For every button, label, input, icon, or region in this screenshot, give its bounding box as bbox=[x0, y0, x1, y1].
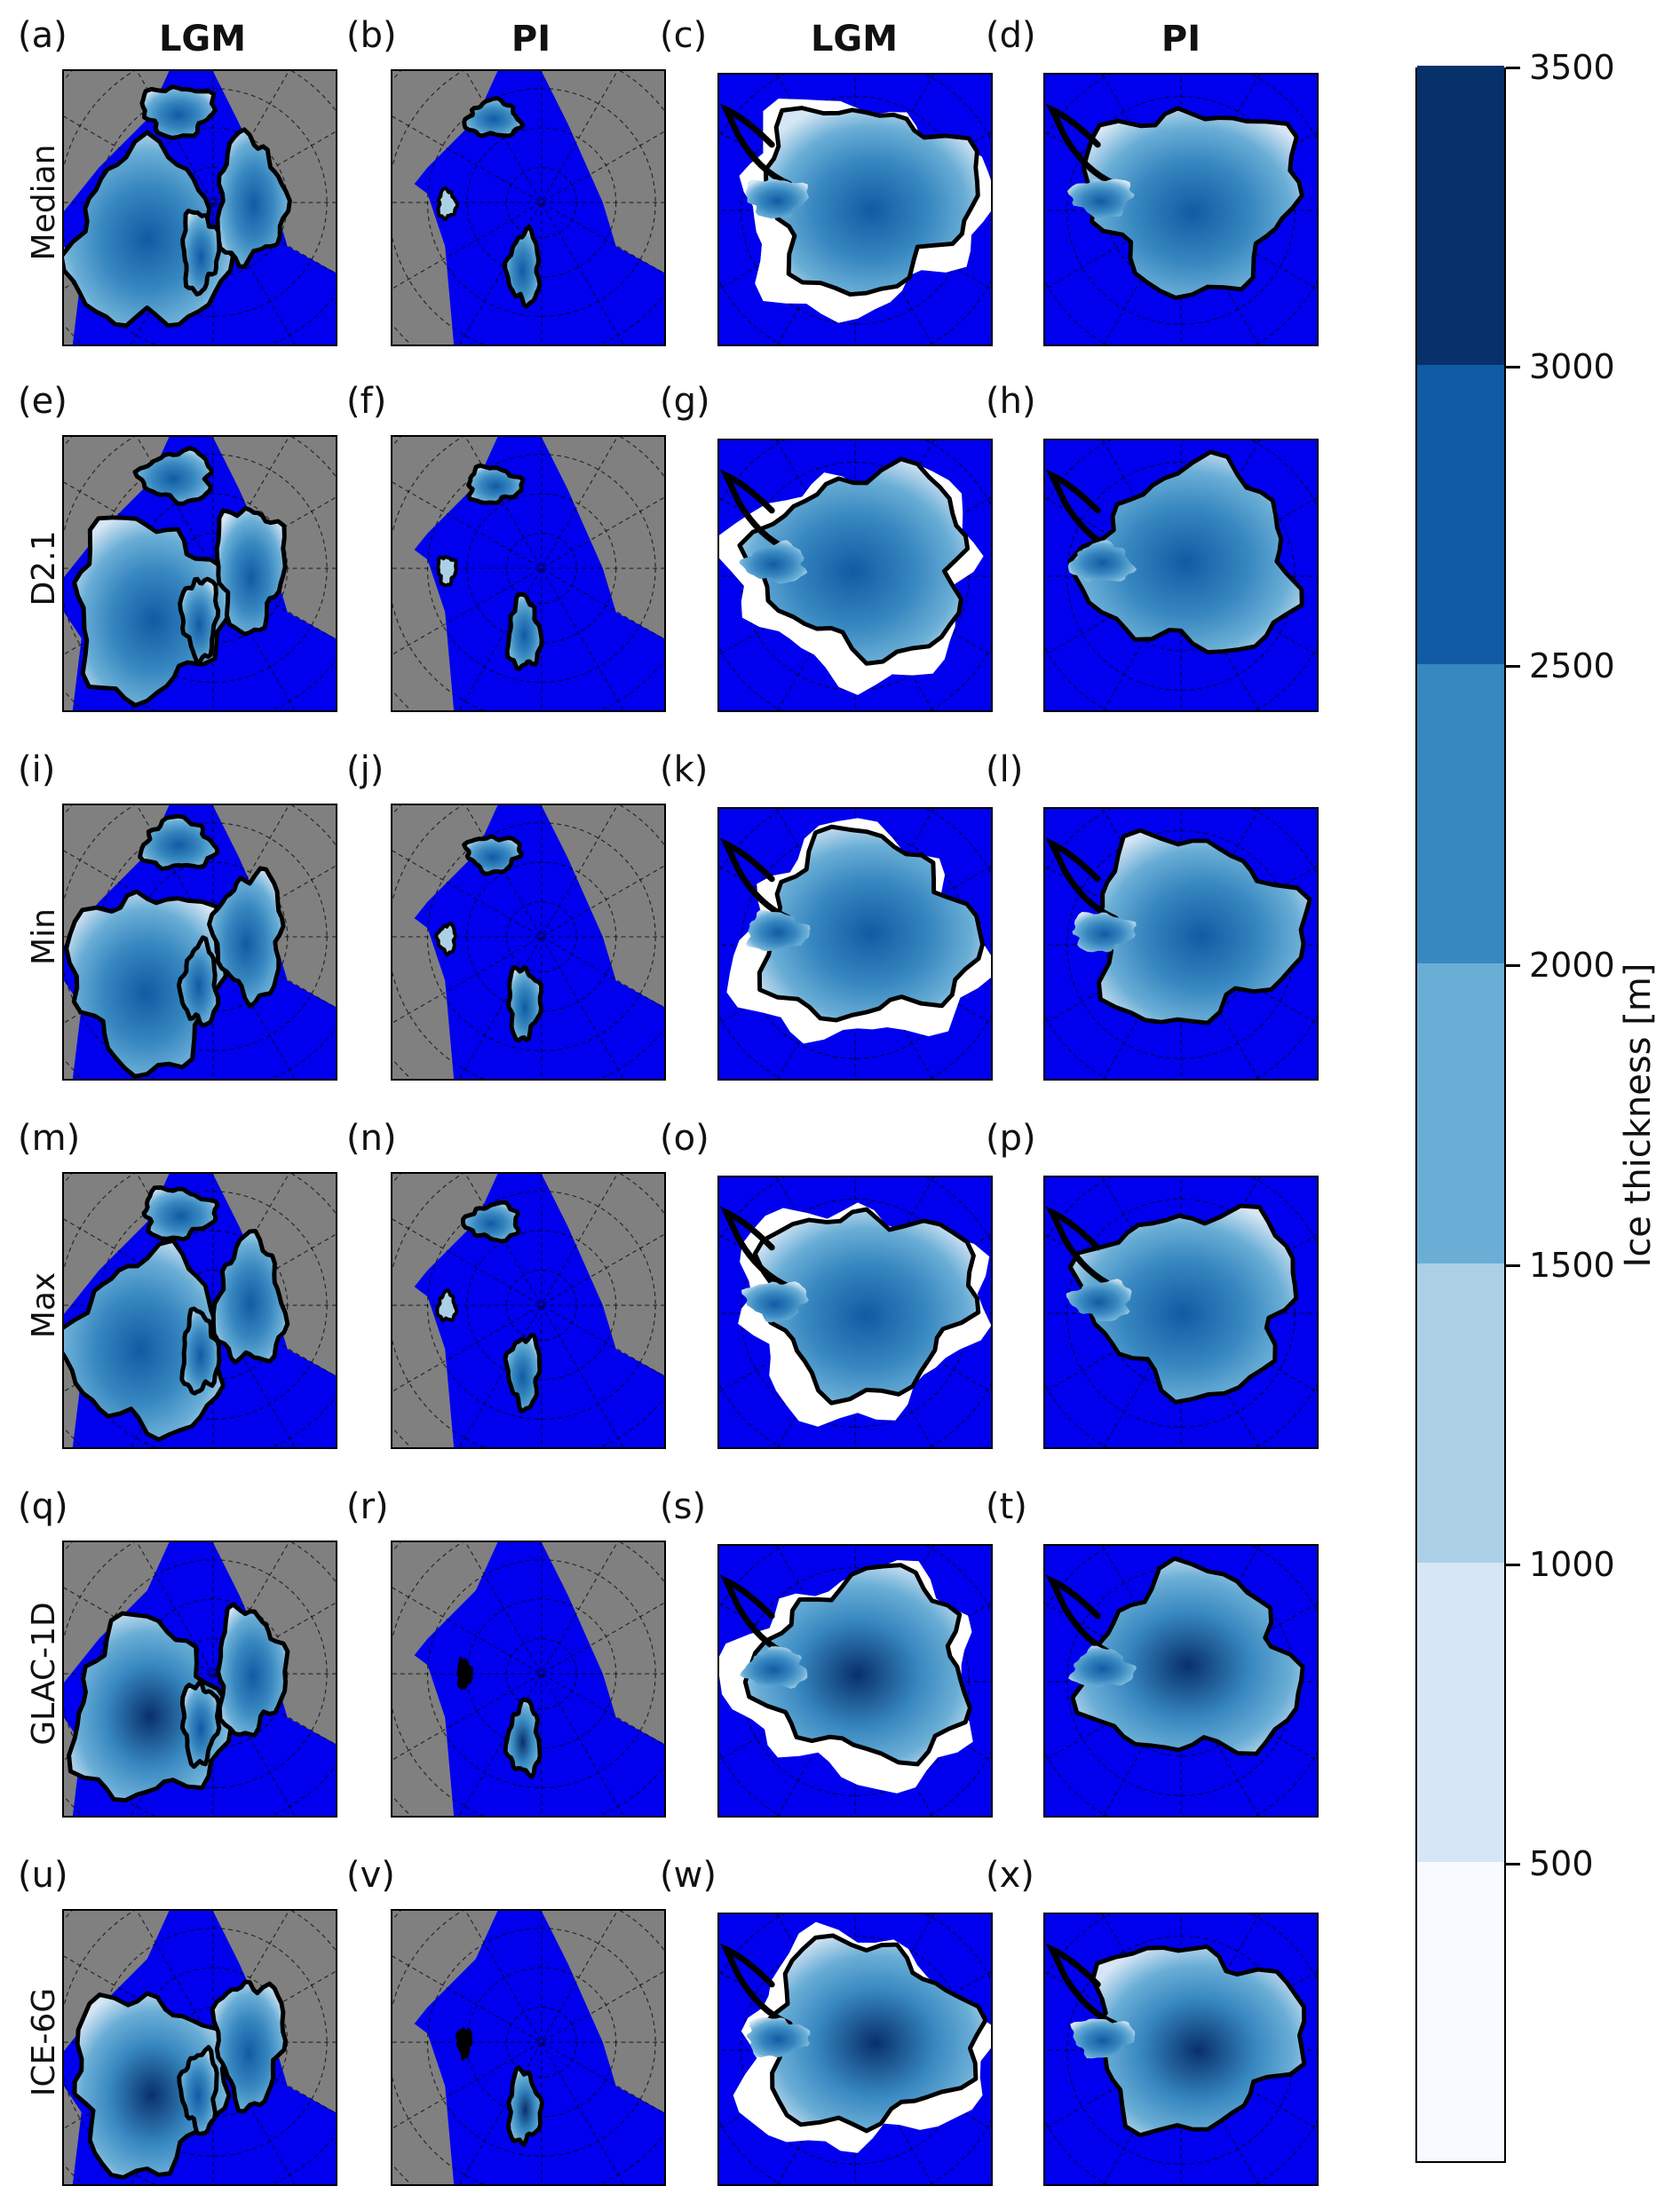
northern-hemisphere-map-median-lgm bbox=[62, 69, 337, 346]
colorbar-segment bbox=[1417, 66, 1504, 366]
northern-hemisphere-map-min-pi bbox=[391, 804, 666, 1081]
colorbar-segment bbox=[1417, 1263, 1504, 1563]
northern-hemisphere-map-median-pi bbox=[391, 69, 666, 346]
antarctica-map-d2-1-lgm bbox=[717, 439, 993, 712]
column-header-2: LGM bbox=[810, 19, 899, 59]
northern-hemisphere-map-glac-1d-lgm bbox=[62, 1541, 337, 1818]
colorbar-tick-label: 1000 bbox=[1529, 1544, 1615, 1584]
colorbar-segment bbox=[1417, 1562, 1504, 1862]
panel-label: (q) bbox=[18, 1486, 68, 1527]
panel-label: (c) bbox=[660, 15, 708, 56]
colorbar-tick-label: 500 bbox=[1529, 1843, 1594, 1883]
panel-label: (f) bbox=[346, 381, 387, 422]
antarctica-map-ice-6g-pi bbox=[1043, 1913, 1319, 2186]
row-label-1: D2.1 bbox=[26, 530, 62, 606]
panel-label: (n) bbox=[346, 1118, 397, 1159]
colorbar-tick-label: 2500 bbox=[1529, 646, 1615, 686]
colorbar-tick-mark bbox=[1506, 366, 1520, 369]
colorbar-tick-label: 1500 bbox=[1529, 1245, 1615, 1285]
row-label-3: Max bbox=[26, 1271, 62, 1339]
colorbar-tick-label: 3000 bbox=[1529, 347, 1615, 387]
row-label-2: Min bbox=[26, 908, 62, 965]
northern-hemisphere-map-min-lgm bbox=[62, 804, 337, 1081]
northern-hemisphere-map-glac-1d-pi bbox=[391, 1541, 666, 1818]
antarctica-map-median-lgm bbox=[717, 73, 993, 346]
column-header-1: PI bbox=[511, 19, 551, 59]
panel-label: (d) bbox=[986, 15, 1036, 56]
panel-label: (w) bbox=[660, 1855, 717, 1896]
panel-label: (r) bbox=[346, 1486, 389, 1527]
northern-hemisphere-map-max-lgm bbox=[62, 1172, 337, 1449]
colorbar-tick-mark bbox=[1506, 1862, 1520, 1865]
antarctica-map-glac-1d-lgm bbox=[717, 1544, 993, 1818]
colorbar-title: Ice thickness [m] bbox=[1618, 962, 1659, 1268]
colorbar-tick-label: 2000 bbox=[1529, 946, 1615, 986]
northern-hemisphere-map-max-pi bbox=[391, 1172, 666, 1449]
column-header-3: PI bbox=[1161, 19, 1201, 59]
row-label-0: Median bbox=[26, 144, 62, 261]
panel-label: (v) bbox=[346, 1855, 395, 1896]
panel-label: (p) bbox=[986, 1118, 1036, 1159]
panel-label: (s) bbox=[660, 1486, 707, 1527]
colorbar-tick-mark bbox=[1506, 1563, 1520, 1566]
antarctica-map-d2-1-pi bbox=[1043, 439, 1319, 712]
row-label-5: ICE-6G bbox=[26, 1987, 62, 2097]
antarctica-map-ice-6g-lgm bbox=[717, 1913, 993, 2186]
panel-label: (k) bbox=[660, 749, 709, 790]
northern-hemisphere-map-d2-1-lgm bbox=[62, 435, 337, 712]
colorbar-tick-mark bbox=[1506, 1263, 1520, 1267]
panel-label: (e) bbox=[18, 381, 67, 422]
row-label-4: GLAC-1D bbox=[26, 1602, 62, 1746]
antarctica-map-max-pi bbox=[1043, 1176, 1319, 1449]
panel-label: (g) bbox=[660, 381, 710, 422]
panel-label: (u) bbox=[18, 1855, 68, 1896]
colorbar-segment bbox=[1417, 664, 1504, 964]
northern-hemisphere-map-ice-6g-pi bbox=[391, 1909, 666, 2186]
panel-label: (o) bbox=[660, 1118, 709, 1159]
panel-label: (t) bbox=[986, 1486, 1027, 1527]
antarctica-map-median-pi bbox=[1043, 73, 1319, 346]
colorbar-tick-label: 3500 bbox=[1529, 48, 1615, 87]
colorbar-tick-mark bbox=[1506, 67, 1520, 69]
antarctica-map-max-lgm bbox=[717, 1176, 993, 1449]
panel-label: (j) bbox=[346, 749, 384, 790]
panel-label: (i) bbox=[18, 749, 56, 790]
colorbar-segment bbox=[1417, 963, 1504, 1263]
panel-label: (m) bbox=[18, 1118, 81, 1159]
colorbar-tick-mark bbox=[1506, 964, 1520, 968]
northern-hemisphere-map-ice-6g-lgm bbox=[62, 1909, 337, 2186]
colorbar bbox=[1415, 66, 1506, 2163]
column-header-0: LGM bbox=[158, 19, 247, 59]
panel-label: (a) bbox=[18, 15, 67, 56]
antarctica-map-min-lgm bbox=[717, 807, 993, 1081]
antarctica-map-glac-1d-pi bbox=[1043, 1544, 1319, 1818]
panel-label: (h) bbox=[986, 381, 1036, 422]
colorbar-segment bbox=[1417, 365, 1504, 665]
colorbar-tick-mark bbox=[1506, 665, 1520, 669]
northern-hemisphere-map-d2-1-pi bbox=[391, 435, 666, 712]
panel-label: (b) bbox=[346, 15, 397, 56]
antarctica-map-min-pi bbox=[1043, 807, 1319, 1081]
panel-label: (x) bbox=[986, 1855, 1034, 1896]
colorbar-segment bbox=[1417, 1861, 1504, 2161]
panel-label: (l) bbox=[986, 749, 1024, 790]
